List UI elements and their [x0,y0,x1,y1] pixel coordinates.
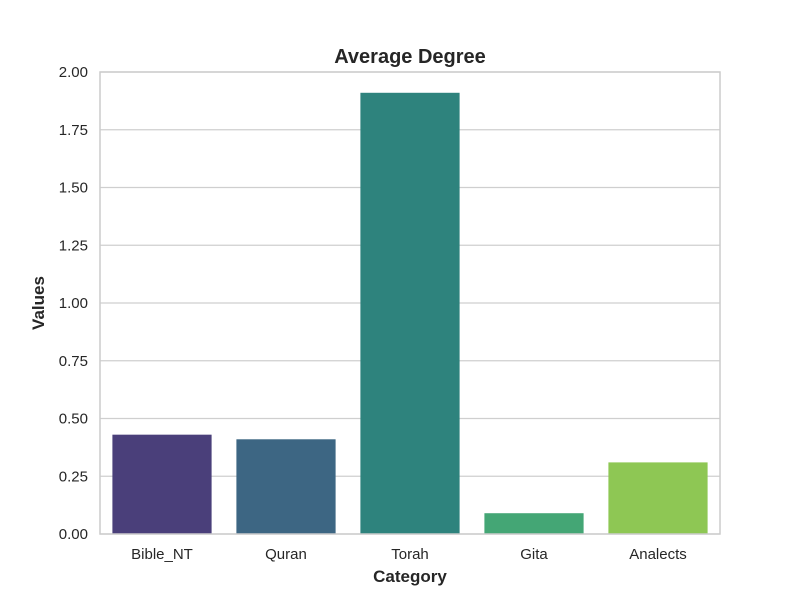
y-tick-label: 1.00 [59,295,88,312]
bar-gita [484,513,584,534]
y-tick-label: 1.50 [59,180,88,197]
y-tick-label: 0.75 [59,353,88,370]
bars [112,92,708,534]
y-axis-label: Values [29,276,48,330]
x-tick-label: Bible_NT [131,546,193,563]
x-tick-labels: Bible_NT Quran Torah Gita Analects [131,546,687,563]
y-tick-label: 0.50 [59,411,88,428]
y-tick-labels: 0.00 0.25 0.50 0.75 1.00 1.25 1.50 1.75 2.00 [59,64,88,543]
x-tick-label: Analects [629,546,687,563]
plot-frame [99,71,721,535]
y-tick-label: 2.00 [59,64,88,81]
y-tick-label: 0.25 [59,468,88,485]
x-tick-label: Torah [391,546,429,563]
bar-torah [360,92,460,534]
x-axis-label: Category [373,567,447,586]
y-tick-label: 1.75 [59,122,88,139]
chart-title: Average Degree [334,46,486,68]
bar-analects [608,462,708,534]
bar-bible-nt [112,434,212,534]
y-tick-label: 1.25 [59,237,88,254]
y-tick-label: 0.00 [59,526,88,543]
bar-quran [236,439,336,534]
x-tick-label: Gita [520,546,548,563]
x-tick-label: Quran [265,546,307,563]
